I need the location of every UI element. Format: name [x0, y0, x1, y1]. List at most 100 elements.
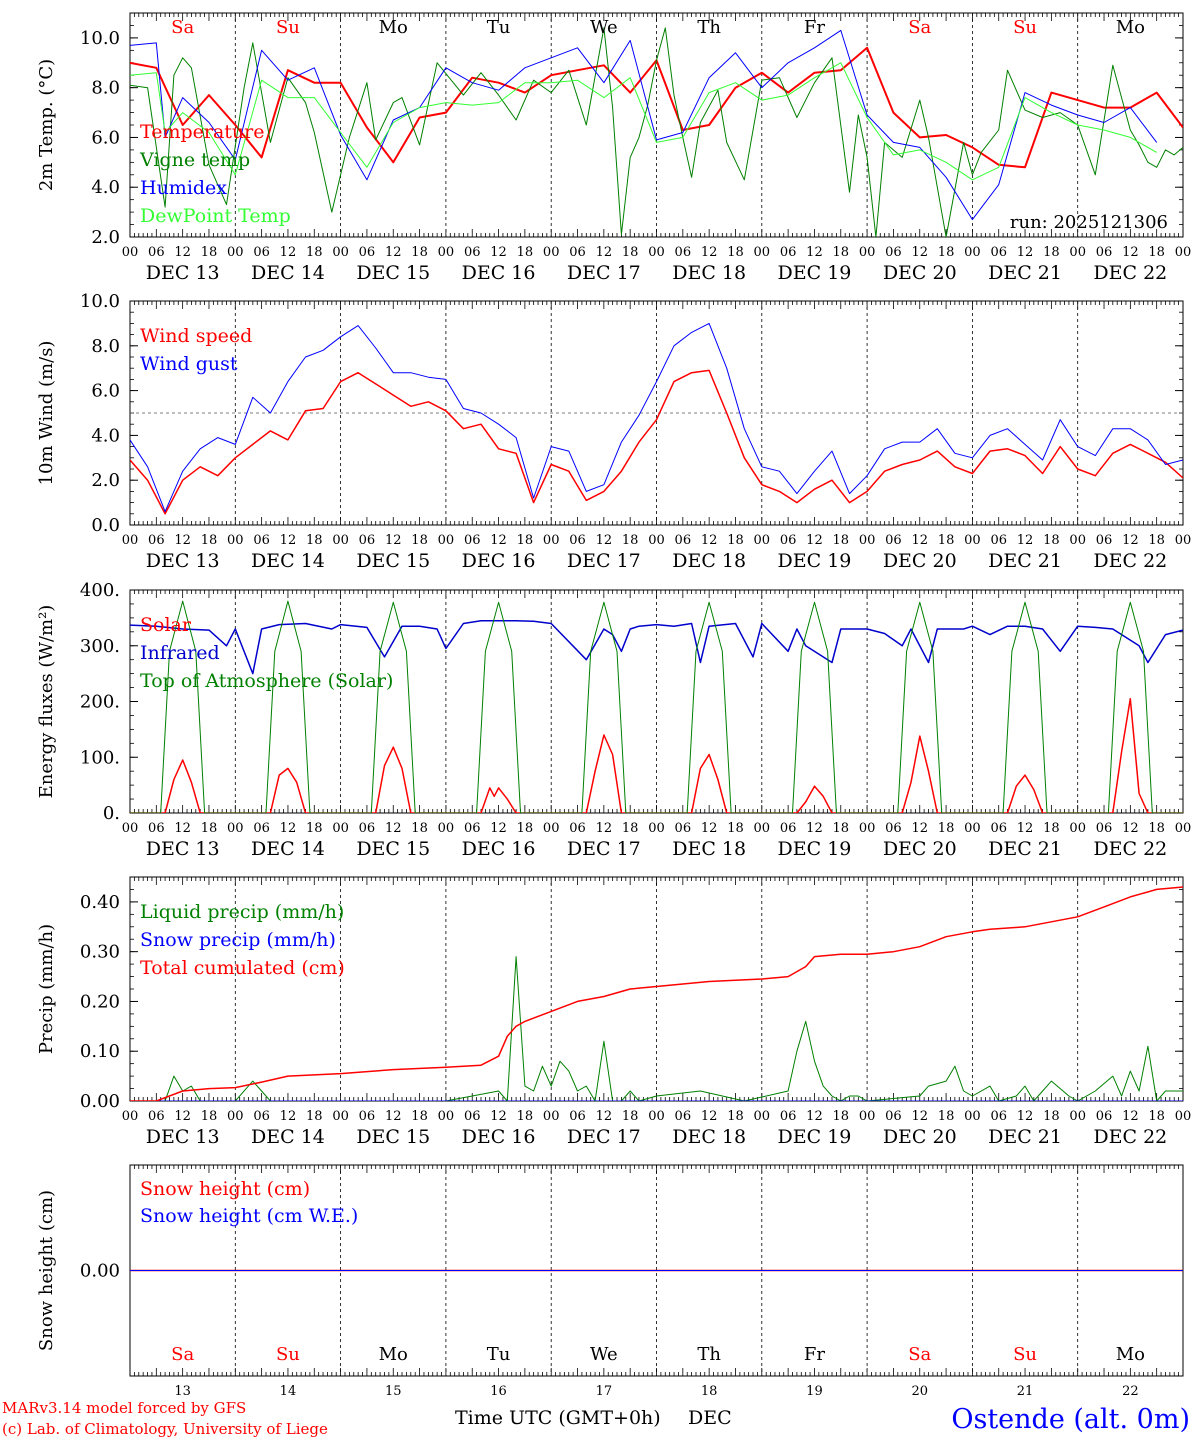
- hour-tick-label: 06: [990, 821, 1007, 836]
- hour-tick-label: 12: [280, 245, 297, 260]
- hour-tick-label: 18: [306, 533, 323, 548]
- panel-temp: 2.0 4.0 6.0 8.0 10.0 2m Temp. (°C) Temperature…: [36, 12, 1192, 284]
- day-name: Th: [697, 17, 721, 38]
- hour-tick-label: 00: [438, 245, 455, 260]
- hour-tick-label: 00: [859, 533, 876, 548]
- hour-tick-label: 12: [1122, 821, 1139, 836]
- date-label: DEC 19: [778, 550, 852, 572]
- hour-tick-label: 12: [280, 1109, 297, 1124]
- date-label: DEC 14: [251, 550, 325, 572]
- hour-tick-label: 06: [569, 821, 586, 836]
- hour-tick-label: 06: [1096, 533, 1113, 548]
- hour-tick-label: 00: [543, 821, 560, 836]
- y-tick-label: 0.30: [80, 942, 120, 963]
- hour-tick-label: 06: [885, 533, 902, 548]
- hour-tick-label: 06: [885, 245, 902, 260]
- hour-tick-label: 06: [464, 533, 481, 548]
- hour-tick-label: 18: [1043, 245, 1060, 260]
- hour-tick-label: 06: [885, 821, 902, 836]
- day-name: Mo: [1116, 1344, 1145, 1365]
- date-label: DEC 13: [146, 838, 220, 860]
- hour-tick-label: 18: [833, 821, 850, 836]
- hour-tick-label: 00: [964, 533, 981, 548]
- hour-tick-label: 12: [911, 821, 928, 836]
- hour-tick-label: 06: [359, 821, 376, 836]
- hour-tick-label: 12: [1017, 1109, 1034, 1124]
- hour-tick-label: 18: [411, 821, 428, 836]
- panel-wind: 0.0 2.0 4.0 6.0 8.0 10.0 10m Wind (m/s) Wind sp…: [36, 291, 1191, 572]
- hour-tick-label: 18: [517, 821, 534, 836]
- hour-tick-label: 00: [1175, 245, 1192, 260]
- hour-tick-label: 00: [859, 245, 876, 260]
- date-label: DEC 16: [462, 262, 536, 284]
- date-label: DEC 15: [356, 262, 430, 284]
- hour-tick-label: 06: [359, 245, 376, 260]
- hour-tick-label: 12: [490, 821, 507, 836]
- hour-tick-label: 06: [359, 1109, 376, 1124]
- hour-tick-label: 00: [1175, 533, 1192, 548]
- y-tick-label: 0.00: [80, 1091, 120, 1112]
- date-label: DEC 16: [462, 550, 536, 572]
- day-name: Fr: [804, 17, 825, 38]
- hour-tick-label: 12: [174, 245, 191, 260]
- legend-entry: Liquid precip (mm/h): [140, 901, 344, 923]
- hour-tick-label: 06: [675, 821, 692, 836]
- hour-tick-label: 06: [253, 821, 270, 836]
- day-number: 14: [280, 1384, 297, 1399]
- hour-tick-label: 12: [280, 821, 297, 836]
- hour-tick-label: 00: [754, 1109, 771, 1124]
- legend-entry: Wind speed: [140, 325, 252, 347]
- date-label: DEC 22: [1093, 262, 1167, 284]
- hour-tick-label: 06: [885, 1109, 902, 1124]
- day-number: 19: [806, 1384, 823, 1399]
- legend-entry: Wind gust: [140, 353, 238, 375]
- y-axis-label: Energy fluxes (W/m²): [36, 605, 57, 799]
- y-tick-label: 8.0: [91, 336, 120, 357]
- hour-tick-label: 18: [727, 245, 744, 260]
- date-label: DEC 15: [356, 838, 430, 860]
- hour-tick-label: 00: [438, 533, 455, 548]
- y-tick-label: 0.00: [80, 1261, 120, 1282]
- hour-tick-label: 18: [1148, 821, 1165, 836]
- date-label: DEC 20: [883, 1126, 957, 1148]
- date-label: DEC 19: [778, 838, 852, 860]
- hour-tick-label: 12: [1017, 245, 1034, 260]
- hour-tick-label: 18: [727, 821, 744, 836]
- run-label: run: 2025121306: [1010, 212, 1168, 233]
- hour-tick-label: 18: [622, 533, 639, 548]
- day-name: Su: [276, 17, 300, 38]
- hour-tick-label: 06: [675, 533, 692, 548]
- series-line-wind-gust: [130, 322, 1183, 513]
- date-label: DEC 18: [672, 550, 746, 572]
- hour-tick-label: 12: [806, 821, 823, 836]
- date-label: DEC 16: [462, 838, 536, 860]
- hour-tick-label: 06: [464, 245, 481, 260]
- day-name: Tu: [487, 1344, 511, 1365]
- hour-tick-label: 18: [938, 245, 955, 260]
- hour-tick-label: 00: [648, 245, 665, 260]
- hour-tick-label: 06: [675, 1109, 692, 1124]
- hour-tick-label: 06: [990, 245, 1007, 260]
- date-label: DEC 20: [883, 550, 957, 572]
- hour-tick-label: 12: [701, 245, 718, 260]
- hour-tick-label: 00: [964, 245, 981, 260]
- hour-tick-label: 18: [833, 245, 850, 260]
- hour-tick-label: 00: [1069, 1109, 1086, 1124]
- day-name: Su: [1013, 1344, 1037, 1365]
- hour-tick-label: 06: [569, 1109, 586, 1124]
- hour-tick-label: 12: [1122, 1109, 1139, 1124]
- y-tick-label: 0.0: [91, 515, 120, 536]
- hour-tick-label: 12: [806, 533, 823, 548]
- hour-tick-label: 00: [227, 821, 244, 836]
- hour-tick-label: 00: [1069, 821, 1086, 836]
- hour-tick-label: 12: [490, 245, 507, 260]
- hour-tick-label: 06: [990, 533, 1007, 548]
- day-name: Mo: [379, 1344, 408, 1365]
- hour-tick-label: 00: [332, 245, 349, 260]
- hour-tick-label: 18: [1148, 245, 1165, 260]
- series-line-liquid-precip-mm-h: [130, 956, 1183, 1101]
- hour-tick-label: 00: [1069, 533, 1086, 548]
- hour-tick-label: 06: [253, 245, 270, 260]
- hour-tick-label: 12: [385, 1109, 402, 1124]
- y-axis-label: Snow height (cm): [36, 1190, 57, 1351]
